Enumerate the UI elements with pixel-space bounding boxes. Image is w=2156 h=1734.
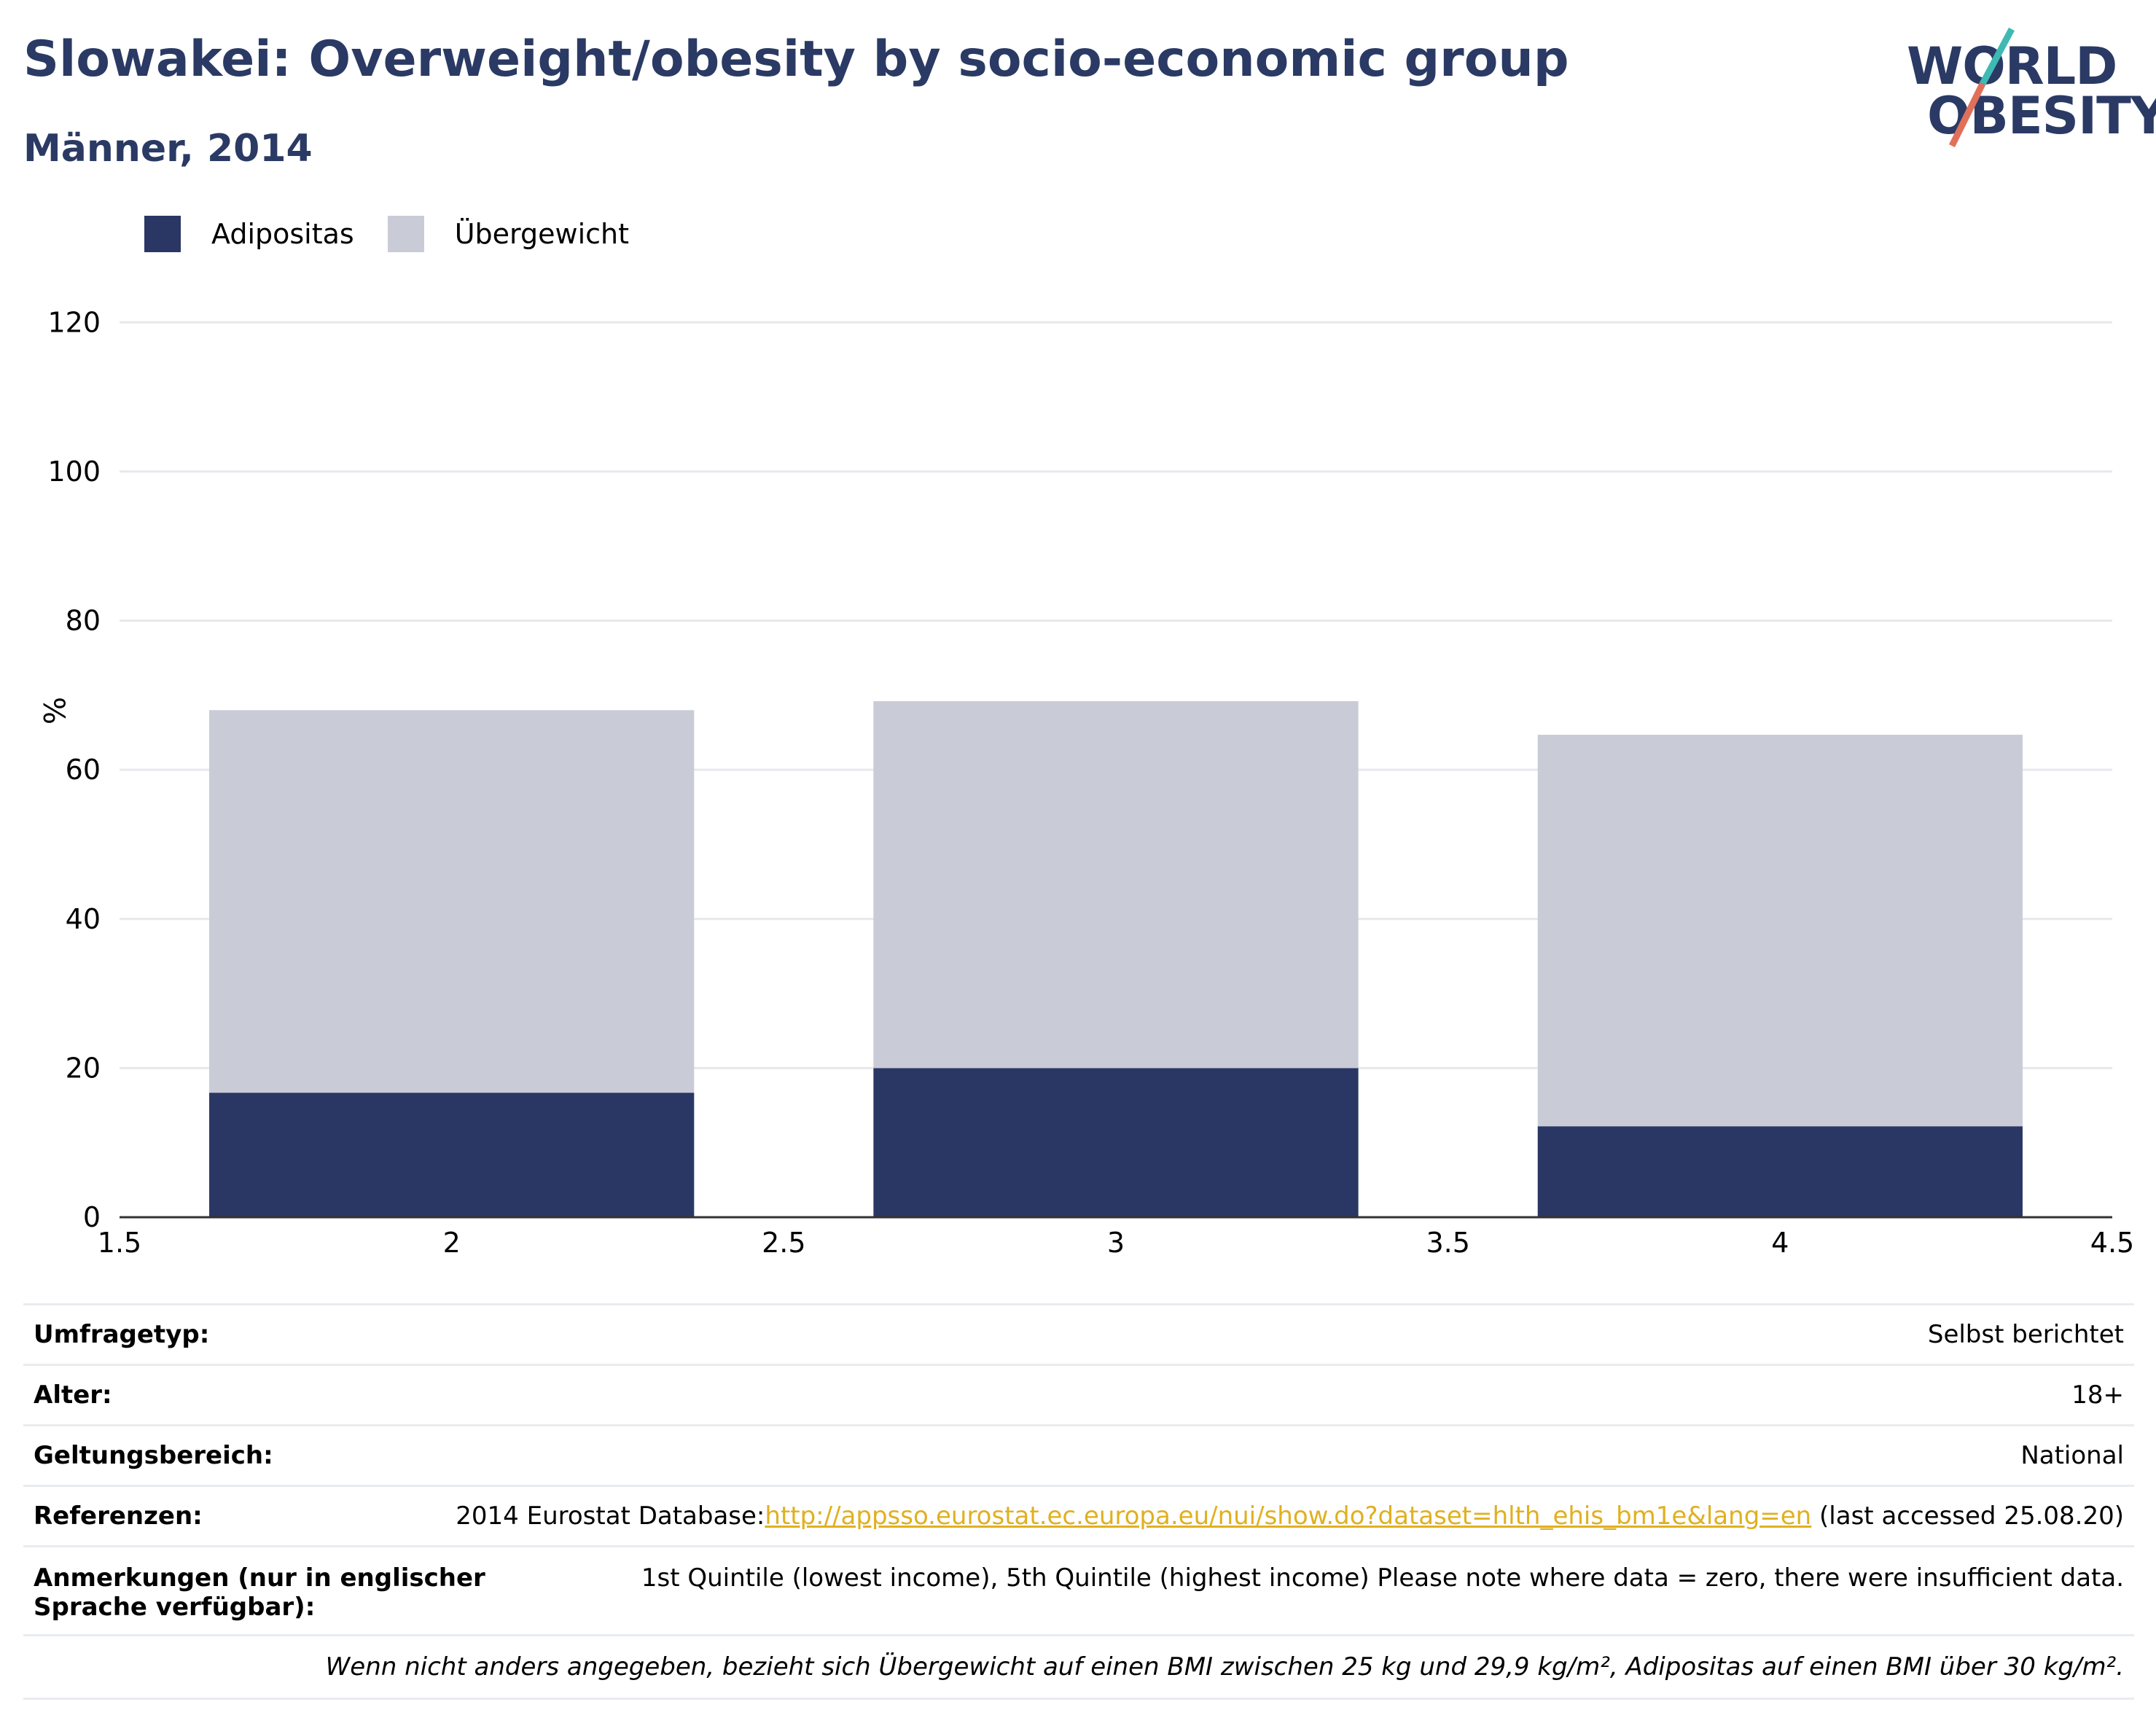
x-tick-label: 4.5 <box>2090 1227 2134 1254</box>
info-row-footnote: Wenn nicht anders angegeben, bezieht sic… <box>23 1634 2134 1700</box>
y-tick-label: 0 <box>83 1201 101 1233</box>
chart-title: Slowakei: Overweight/obesity by socio-ec… <box>23 31 1569 88</box>
scope-value: National <box>2020 1441 2124 1470</box>
y-axis-label: % <box>36 697 70 725</box>
x-tick-label: 3.5 <box>1426 1227 1469 1254</box>
world-obesity-logo: WORLD OBESITY <box>1895 15 2156 160</box>
chart-legend: Adipositas Übergewicht <box>144 216 663 252</box>
scope-label: Geltungsbereich: <box>34 1441 273 1470</box>
references-prefix: 2014 Eurostat Database: <box>456 1501 765 1531</box>
info-row-scope: Geltungsbereich: National <box>23 1424 2134 1485</box>
bar-chart: 0 20 40 60 80 100 120 1.5 2 2.5 3 3.5 4 4.5% <box>36 306 2134 1254</box>
x-tick-label: 2 <box>443 1227 461 1254</box>
info-row-notes: Anmerkungen (nur in englischer Sprache v… <box>23 1545 2134 1634</box>
legend-swatch-overweight <box>387 216 424 252</box>
references-label: Referenzen: <box>34 1501 203 1531</box>
bar-overweight <box>1537 735 2023 1127</box>
y-tick-label: 120 <box>47 306 101 338</box>
legend-item-overweight[interactable]: Übergewicht <box>387 216 629 252</box>
legend-label-overweight: Übergewicht <box>454 218 629 250</box>
y-tick-label: 20 <box>66 1052 101 1084</box>
y-tick-label: 60 <box>66 754 101 786</box>
info-row-survey-type: Umfragetyp: Selbst berichtet <box>23 1303 2134 1364</box>
info-row-references: Referenzen: 2014 Eurostat Database:http:… <box>23 1485 2134 1545</box>
legend-swatch-obesity <box>144 216 181 252</box>
bar-overweight <box>873 701 1359 1069</box>
info-row-age: Alter: 18+ <box>23 1364 2134 1424</box>
bar-obesity <box>873 1068 1359 1217</box>
x-tick-label: 4 <box>1771 1227 1789 1254</box>
chart-subtitle: Männer, 2014 <box>23 127 313 171</box>
references-suffix: (last accessed 25.08.20) <box>1811 1501 2124 1531</box>
survey-type-label: Umfragetyp: <box>34 1320 210 1349</box>
legend-item-obesity[interactable]: Adipositas <box>144 216 354 252</box>
survey-type-value: Selbst berichtet <box>1927 1320 2124 1349</box>
y-tick-label: 100 <box>47 456 101 488</box>
legend-label-obesity: Adipositas <box>211 218 354 250</box>
y-tick-label: 80 <box>66 605 101 637</box>
references-value: 2014 Eurostat Database:http://appsso.eur… <box>456 1501 2124 1531</box>
x-tick-label: 3 <box>1107 1227 1125 1254</box>
y-tick-label: 40 <box>66 903 101 935</box>
notes-label: Anmerkungen (nur in englischer Sprache v… <box>34 1563 485 1622</box>
references-link[interactable]: http://appsso.eurostat.ec.europa.eu/nui/… <box>765 1501 1812 1531</box>
x-tick-label: 2.5 <box>762 1227 805 1254</box>
bar-obesity <box>209 1093 695 1217</box>
bar-obesity <box>1537 1126 2023 1217</box>
bar-overweight <box>209 710 695 1093</box>
footnote-text: Wenn nicht anders angegeben, bezieht sic… <box>325 1652 2124 1682</box>
age-label: Alter: <box>34 1380 112 1410</box>
info-table: Umfragetyp: Selbst berichtet Alter: 18+ … <box>23 1303 2134 1700</box>
notes-value: 1st Quintile (lowest income), 5th Quinti… <box>641 1563 2124 1593</box>
logo-line1: WORLD <box>1907 36 2117 96</box>
x-tick-label: 1.5 <box>98 1227 141 1254</box>
age-value: 18+ <box>2071 1380 2124 1410</box>
logo-slash-icon <box>1948 27 2015 147</box>
